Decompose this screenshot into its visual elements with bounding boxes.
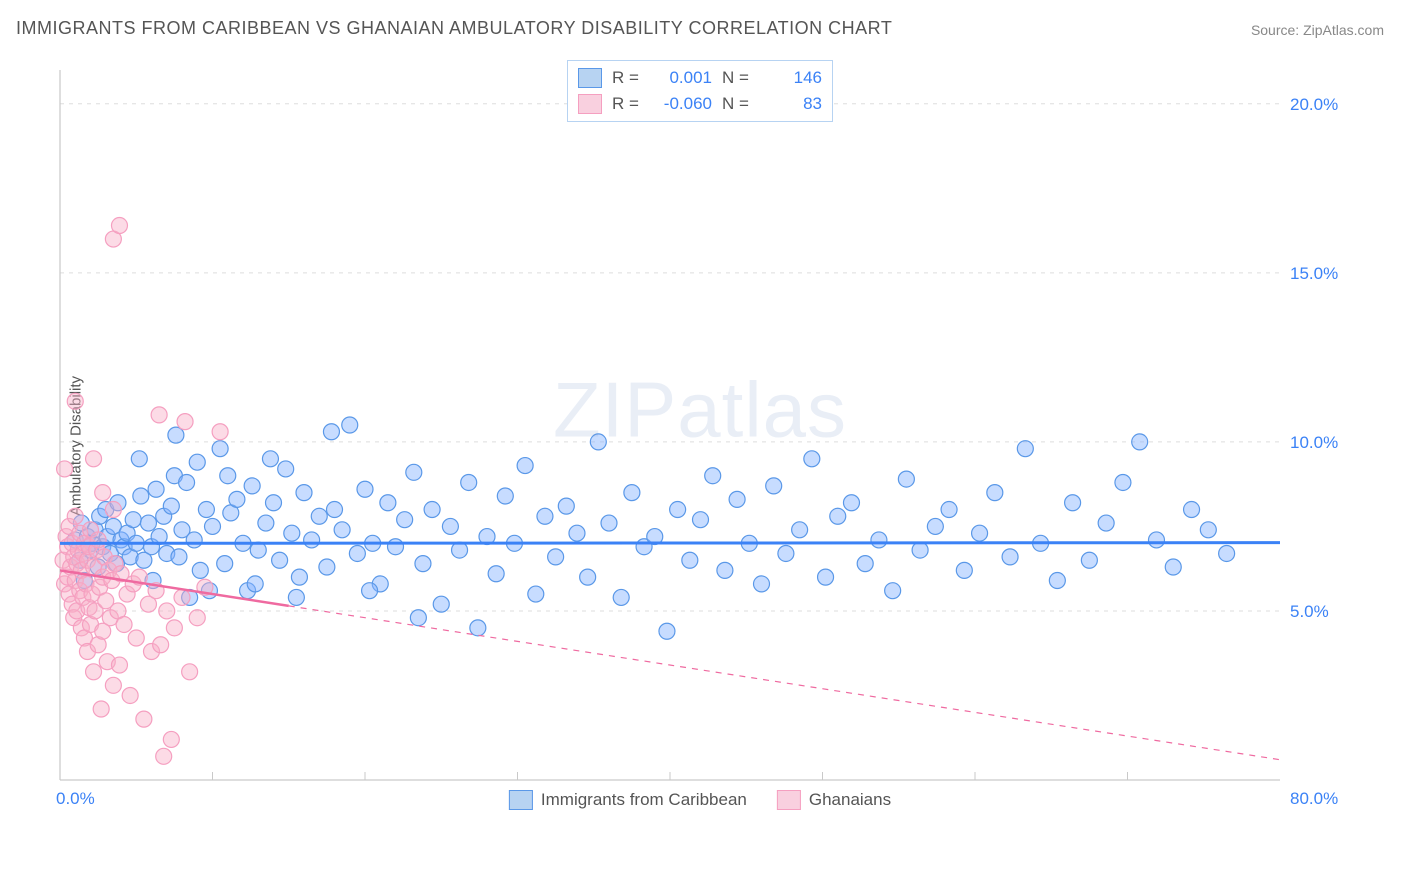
- svg-text:20.0%: 20.0%: [1290, 95, 1338, 114]
- swatch-ghanaian: [578, 94, 602, 114]
- chart-svg: 5.0% 10.0% 15.0% 20.0% 0.0% 80.0%: [50, 60, 1350, 820]
- legend-swatch-ghanaian: [777, 790, 801, 810]
- r-label: R =: [612, 65, 642, 91]
- r-value-ghanaian: -0.060: [652, 91, 712, 117]
- svg-text:80.0%: 80.0%: [1290, 789, 1338, 808]
- legend-item-caribbean: Immigrants from Caribbean: [509, 790, 747, 810]
- legend-label-caribbean: Immigrants from Caribbean: [541, 790, 747, 810]
- svg-text:15.0%: 15.0%: [1290, 264, 1338, 283]
- svg-text:5.0%: 5.0%: [1290, 602, 1329, 621]
- n-value-caribbean: 146: [762, 65, 822, 91]
- n-value-ghanaian: 83: [762, 91, 822, 117]
- stats-row-ghanaian: R = -0.060 N = 83: [578, 91, 822, 117]
- bottom-legend: Immigrants from Caribbean Ghanaians: [509, 790, 891, 810]
- legend-item-ghanaian: Ghanaians: [777, 790, 891, 810]
- svg-text:10.0%: 10.0%: [1290, 433, 1338, 452]
- r-value-caribbean: 0.001: [652, 65, 712, 91]
- swatch-caribbean: [578, 68, 602, 88]
- legend-label-ghanaian: Ghanaians: [809, 790, 891, 810]
- stats-row-caribbean: R = 0.001 N = 146: [578, 65, 822, 91]
- source-attribution: Source: ZipAtlas.com: [1251, 22, 1384, 38]
- legend-swatch-caribbean: [509, 790, 533, 810]
- n-label: N =: [722, 91, 752, 117]
- r-label: R =: [612, 91, 642, 117]
- chart-title: IMMIGRANTS FROM CARIBBEAN VS GHANAIAN AM…: [16, 18, 892, 39]
- n-label: N =: [722, 65, 752, 91]
- svg-text:0.0%: 0.0%: [56, 789, 95, 808]
- scatter-plot: 5.0%10.0%15.0%20.0%0.0%80.0% ZIPatlas R …: [50, 60, 1350, 820]
- stats-legend-box: R = 0.001 N = 146 R = -0.060 N = 83: [567, 60, 833, 122]
